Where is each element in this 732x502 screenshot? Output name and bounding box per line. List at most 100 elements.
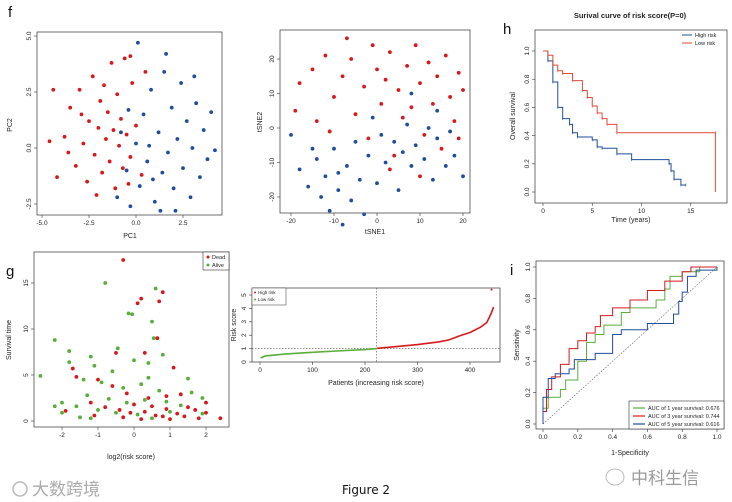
point-high-risk	[120, 166, 125, 171]
x-tick-label: 2.5	[178, 220, 187, 227]
point-low-risk	[205, 157, 210, 162]
g-risk-x-axis-label: Patients (increasing risk score)	[328, 380, 424, 387]
point-high-risk	[388, 50, 392, 54]
point-high-risk	[109, 60, 114, 65]
point-high-risk	[134, 123, 138, 128]
g-scatter-plot-frame	[33, 251, 230, 428]
y-tick-label: 1.0	[525, 262, 532, 271]
point-low-risk	[383, 160, 388, 165]
g-risk-y-axis-label: Risk score	[231, 309, 238, 342]
point-high-risk	[418, 81, 422, 86]
point-dead	[175, 411, 180, 416]
point-alive	[85, 393, 90, 398]
point-low-risk	[409, 91, 414, 96]
point-high-risk	[126, 181, 131, 186]
f-tsne-chart: -20 -10 0 10 20 -20 -10 0 10 20 tSNE1 tSNE2	[257, 29, 471, 236]
watermark-left: 大数跨境	[12, 480, 100, 500]
point-high-risk	[94, 193, 99, 197]
point-low-risk	[164, 52, 168, 56]
x-tick-label: -20	[286, 218, 296, 225]
series-line-low-risk	[543, 50, 716, 192]
point-high-risk	[293, 108, 298, 113]
y-tick-label: 0.2	[524, 159, 531, 168]
point-dead	[121, 415, 126, 420]
km-title: Surival curve of risk score(P=0)	[574, 11, 687, 20]
point-dead	[160, 290, 165, 295]
point-low-risk	[169, 105, 174, 110]
legend-swatch	[206, 263, 210, 267]
point-high-risk	[323, 53, 328, 58]
point-high-risk	[314, 119, 319, 123]
point-high-risk	[461, 88, 465, 92]
point-low-risk	[336, 170, 341, 175]
x-tick-label: 0.8	[678, 434, 687, 441]
point-low-risk	[147, 143, 152, 148]
point-alive	[67, 349, 72, 353]
point-dead	[155, 336, 160, 341]
y-tick-label: 2.5	[26, 87, 33, 96]
legend-swatch	[254, 291, 256, 294]
point-dead	[164, 407, 169, 411]
point-dead	[74, 374, 79, 379]
point-high-risk	[409, 105, 414, 110]
point-dead	[117, 408, 122, 412]
watermark-left-text: 大数跨境	[32, 480, 100, 500]
point-dead	[132, 402, 136, 407]
y-tick-label: 2	[241, 333, 248, 337]
point-alive	[106, 397, 111, 401]
y-tick-label: 5	[23, 373, 30, 377]
point-low-risk	[310, 146, 315, 151]
x-tick-label: 1.0	[712, 434, 721, 441]
x-tick-label: 0.0	[538, 434, 547, 441]
point-alive	[186, 376, 190, 381]
f-pca-y-axis-label: PC2	[7, 118, 14, 132]
point-low-risk	[345, 164, 349, 168]
watermark-logo-icon	[12, 481, 28, 497]
point-low-risk	[115, 195, 120, 200]
point-alive	[60, 400, 64, 405]
point-high-risk	[115, 92, 120, 97]
point-low-risk	[375, 181, 379, 186]
point-high-risk	[310, 67, 315, 72]
x-tick-label: 0	[258, 367, 262, 374]
y-tick-label: 0.8	[524, 74, 531, 83]
y-tick-label: -10	[269, 157, 276, 167]
point-high-risk	[113, 186, 118, 191]
x-tick-label: 0.6	[643, 434, 652, 441]
point-alive	[38, 374, 43, 378]
h-km-x-axis-label: Time (years)	[611, 217, 650, 224]
point-dead	[146, 396, 151, 400]
i-roc-y-axis-label: Sensitivity	[514, 329, 521, 361]
g-scatter-chart: -2 -1 0 1 2 0 5 10 15 log2(risk score) Survival ti…	[6, 251, 230, 461]
point-alive	[124, 400, 129, 405]
point-low-risk	[409, 164, 414, 168]
legend-entry: High risk	[258, 290, 276, 295]
point-low-risk	[400, 150, 405, 155]
g-scatter-y-axis-label: Survival time	[6, 320, 13, 360]
point-low-risk	[190, 146, 195, 150]
point-low-risk	[181, 166, 185, 171]
point-low-risk	[435, 108, 440, 113]
point-dead	[171, 365, 176, 370]
point-high-risk	[396, 88, 401, 92]
point-dead	[142, 351, 147, 355]
watermark-right: 中科生信	[605, 468, 699, 489]
y-tick-label: 10	[23, 325, 30, 333]
point-low-risk	[413, 143, 418, 148]
point-dead	[157, 299, 162, 304]
x-tick-label: 0.2	[573, 434, 582, 441]
f-tsne-x-axis-label: tSNE1	[365, 229, 385, 236]
risk-legend	[251, 287, 287, 306]
y-tick-label: 4	[241, 306, 248, 310]
point-alive	[139, 382, 144, 387]
point-high-risk	[104, 137, 108, 141]
point-alive	[99, 380, 104, 385]
panel-label-f: f	[8, 4, 13, 21]
x-tick-label: 5	[590, 208, 594, 215]
point-low-risk	[184, 119, 189, 124]
point-high-risk	[456, 70, 461, 75]
point-alive	[52, 338, 57, 342]
legend-swatch	[254, 298, 256, 301]
x-tick-label: 0	[541, 208, 545, 215]
